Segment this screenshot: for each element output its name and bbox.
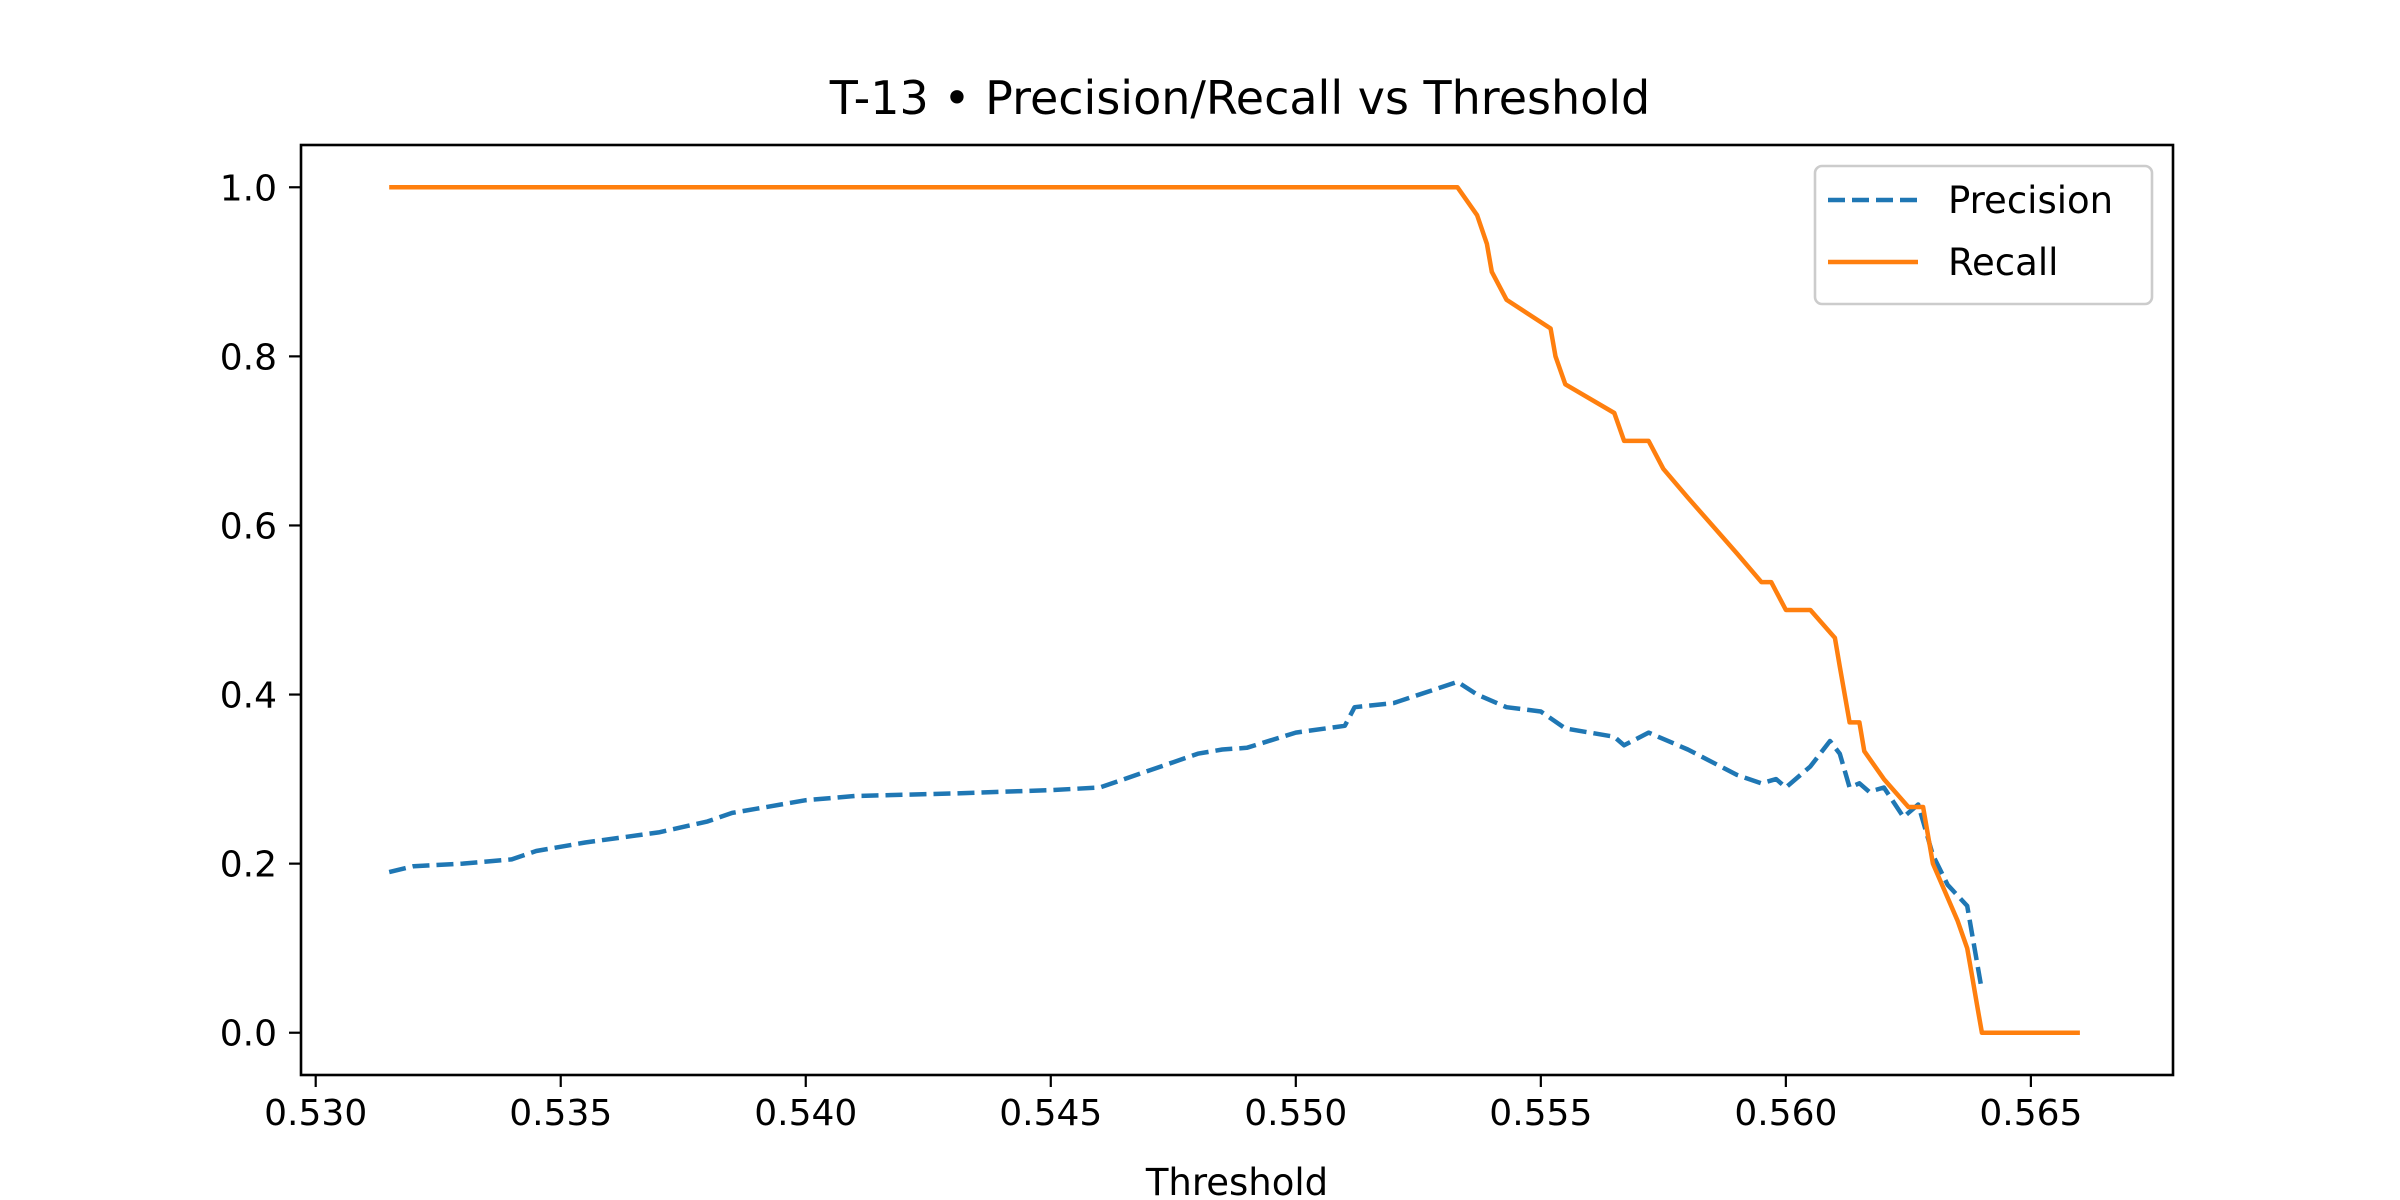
series-line-precision: [388, 679, 1985, 991]
x-axis-ticks: 0.530 0.535 0.540 0.545 0.550 0.555 0.560 0.565: [264, 1075, 2082, 1134]
legend: Precision Recall: [1813, 164, 2154, 306]
legend-box: [1813, 164, 2154, 306]
x-tick-label: 0.565: [1979, 1093, 2082, 1134]
plot-frame: [299, 143, 2175, 1077]
legend-label-recall: Recall: [1948, 241, 2058, 284]
y-tick-label: 0.2: [220, 845, 277, 886]
series-layer: [388, 185, 2080, 1035]
legend-items: Precision Recall: [1828, 179, 2113, 284]
x-tick-label: 0.540: [754, 1093, 857, 1134]
y-tick-label: 1.0: [220, 168, 277, 209]
x-tick-label: 0.555: [1489, 1093, 1592, 1134]
y-tick-label: 0.8: [220, 337, 277, 378]
legend-label-precision: Precision: [1948, 179, 2113, 222]
x-tick-label: 0.535: [509, 1093, 612, 1134]
x-tick-label: 0.550: [1244, 1093, 1347, 1134]
x-tick-label: 0.560: [1734, 1093, 1837, 1134]
y-tick-label: 0.6: [220, 506, 277, 547]
chart-title: T-13 • Precision/Recall vs Threshold: [829, 71, 1651, 125]
series-line-recall: [389, 185, 2080, 1035]
y-tick-label: 0.4: [220, 676, 277, 717]
x-tick-label: 0.545: [999, 1093, 1102, 1134]
y-tick-label: 0.0: [220, 1014, 277, 1055]
x-tick-label: 0.530: [264, 1093, 367, 1134]
x-axis-label: Threshold: [1145, 1161, 1328, 1200]
y-axis-ticks: 0.0 0.2 0.4 0.6 0.8 1.0: [220, 168, 301, 1055]
